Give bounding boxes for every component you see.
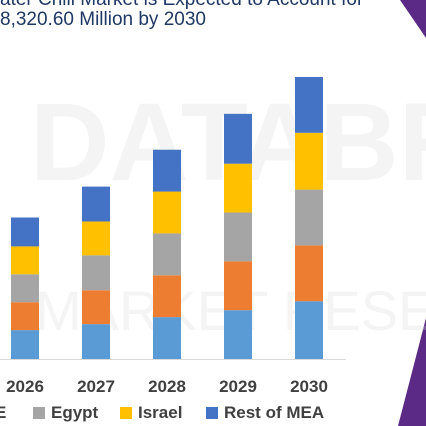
bar-segment-2026-series-5 (11, 217, 39, 247)
bar-segment-2027-series-5 (82, 186, 110, 222)
legend-label-israel: Israel (138, 403, 183, 422)
bar-segment-2027-series-4 (82, 221, 110, 256)
bars (11, 76, 323, 359)
legend-swatch-egypt (33, 407, 45, 419)
bar-segment-2028-series-2 (153, 275, 181, 318)
bar-segment-2026-series-3 (11, 274, 39, 303)
bar-segment-2029-series-2 (224, 261, 252, 311)
bar-segment-2028-series-4 (153, 191, 181, 234)
bar-segment-2030-series-2 (295, 245, 323, 302)
bar-segment-2030-series-1 (295, 301, 323, 359)
bar-segment-2030-series-3 (295, 189, 323, 246)
bar-segment-2030-series-5 (295, 76, 323, 133)
legend-label-rest-of-mea: Rest of MEA (224, 403, 325, 422)
x-tick-label-2028: 2028 (148, 377, 186, 396)
bar-segment-2028-series-5 (153, 149, 181, 192)
bar-segment-2029-series-4 (224, 163, 252, 213)
bar-segment-2027-series-3 (82, 255, 110, 291)
bar-segment-2026-series-2 (11, 302, 39, 331)
bar-segment-2026-series-1 (11, 330, 39, 359)
x-tick-label-2029: 2029 (219, 377, 257, 396)
legend-swatch-israel (120, 407, 132, 419)
bar-segment-2029-series-1 (224, 310, 252, 359)
legend-label-e: E (0, 403, 7, 422)
bar-segment-2026-series-4 (11, 246, 39, 275)
bar-segment-2028-series-3 (153, 233, 181, 276)
x-tick-label-2027: 2027 (77, 377, 115, 396)
legend-item-israel: Israel (120, 402, 182, 424)
bar-segment-2029-series-5 (224, 113, 252, 164)
bar-segment-2027-series-2 (82, 290, 110, 325)
x-tick-label-2026: 2026 (6, 377, 44, 396)
bar-segment-2028-series-1 (153, 317, 181, 359)
legend-item-e: E (0, 402, 6, 424)
bar-segment-2029-series-3 (224, 212, 252, 262)
x-tick-labels: 2026 2027 2028 2029 2030 (6, 377, 328, 396)
legend-swatch-rest-of-mea (206, 407, 218, 419)
bar-segment-2027-series-1 (82, 324, 110, 359)
bar-segment-2030-series-4 (295, 132, 323, 190)
chart-title-line-1: ater Chill Market is Expected to Account… (0, 0, 363, 11)
legend: E Egypt Israel Rest of MEA (0, 402, 426, 424)
legend-item-egypt: Egypt (33, 402, 98, 424)
chart-title-line-2: 8,320.60 Million by 2030 (0, 9, 206, 30)
x-tick-label-2030: 2030 (290, 377, 328, 396)
legend-item-rest-of-mea: Rest of MEA (206, 402, 324, 424)
legend-label-egypt: Egypt (51, 403, 99, 422)
